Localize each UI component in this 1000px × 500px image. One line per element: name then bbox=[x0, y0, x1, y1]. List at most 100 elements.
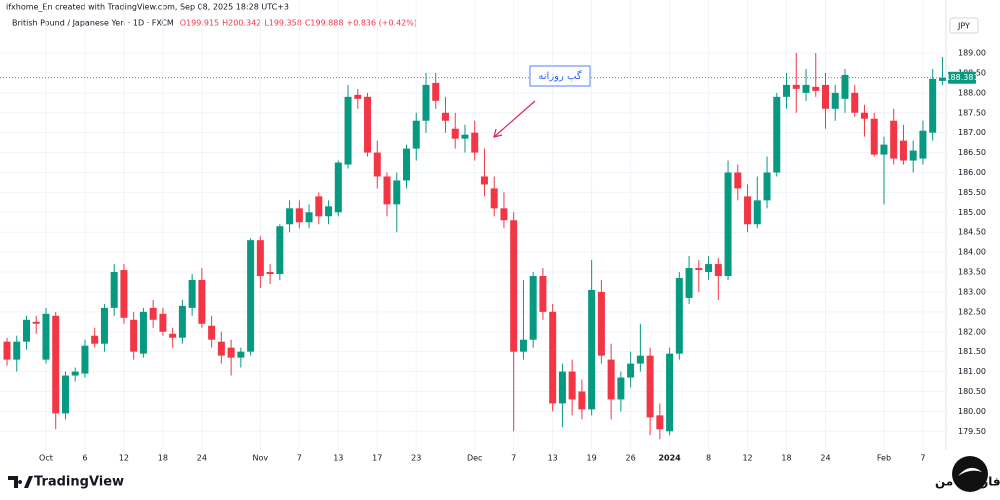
candle-body bbox=[841, 74, 849, 99]
candle-body bbox=[91, 335, 99, 344]
y-tick-label: 187.50 bbox=[958, 108, 986, 117]
candle-body bbox=[539, 276, 547, 312]
candle-body bbox=[929, 78, 937, 133]
candle-body bbox=[130, 319, 138, 352]
candle-body bbox=[42, 313, 50, 360]
candle-body bbox=[471, 132, 479, 153]
last-price-tag bbox=[948, 71, 976, 84]
annotation-text: گپ روزانه bbox=[538, 70, 581, 82]
currency: JPY bbox=[957, 22, 970, 31]
candle-body bbox=[568, 371, 576, 400]
candle-body bbox=[627, 363, 635, 378]
candle-body bbox=[578, 391, 586, 410]
candle-body bbox=[286, 208, 294, 225]
candle-body bbox=[529, 276, 537, 340]
x-tick-label: 2024 bbox=[658, 454, 681, 463]
annotation-arrow bbox=[493, 100, 536, 138]
candle-body bbox=[675, 278, 683, 354]
candle-body bbox=[666, 353, 674, 432]
site-icon-mark bbox=[958, 467, 982, 476]
candle-body bbox=[198, 279, 206, 324]
x-tick-label: 24 bbox=[197, 454, 207, 463]
candle-body bbox=[217, 341, 225, 356]
credit: ifxhome_En created with TradingView.com,… bbox=[6, 3, 289, 12]
x-tick-label: 18 bbox=[158, 454, 168, 463]
candle-body bbox=[276, 226, 284, 275]
x-tick-label: 12 bbox=[119, 454, 129, 463]
x-tick-label: 8 bbox=[706, 454, 711, 463]
candle-body bbox=[139, 311, 147, 354]
y-tick-label: 184.00 bbox=[958, 248, 986, 257]
candle-body bbox=[744, 196, 752, 225]
candle-body bbox=[909, 150, 917, 161]
legend-change: +0.836 (+0.42%) bbox=[346, 19, 417, 28]
candle-body bbox=[831, 92, 839, 109]
candle-body bbox=[188, 279, 196, 308]
candle-body bbox=[685, 268, 693, 298]
y-tick-label: 187.00 bbox=[958, 128, 986, 137]
legend-open: O199.915 bbox=[180, 19, 219, 28]
x-tick-label: 26 bbox=[626, 454, 636, 463]
candle-body bbox=[432, 82, 440, 101]
candle-body bbox=[500, 208, 508, 221]
candle-body bbox=[919, 130, 927, 159]
candle-body bbox=[695, 268, 703, 271]
x-tick-label: 6 bbox=[82, 454, 87, 463]
symbol-legend: British Pound / Japanese Yen · 1D · FXCM… bbox=[12, 19, 417, 28]
y-tick-label: 181.50 bbox=[958, 347, 986, 356]
candle-body bbox=[237, 351, 245, 358]
x-tick-label: 23 bbox=[411, 454, 421, 463]
candle-body bbox=[792, 84, 800, 89]
candle-body bbox=[510, 220, 518, 352]
legend-high: H200.342 bbox=[222, 19, 261, 28]
candle-body bbox=[705, 264, 713, 273]
candle-body bbox=[81, 345, 89, 374]
x-tick-label: 17 bbox=[372, 454, 382, 463]
candle-body bbox=[851, 92, 859, 113]
plot: 179.50 180.00 180.50 181.00 181.50 182.00 182.… bbox=[0, 0, 986, 463]
candle-body bbox=[247, 240, 255, 352]
candle-body bbox=[61, 375, 69, 414]
candle-body bbox=[812, 86, 820, 91]
candle-body bbox=[588, 289, 596, 410]
candle-body bbox=[617, 377, 625, 400]
legend-low: L199.358 bbox=[264, 19, 302, 28]
candle-body bbox=[334, 162, 342, 213]
candle-body bbox=[383, 176, 391, 205]
y-tick-label: 189.00 bbox=[958, 49, 986, 58]
candle-body bbox=[899, 140, 907, 161]
candle-body bbox=[519, 339, 527, 352]
candle-body bbox=[256, 240, 264, 277]
candle-body bbox=[208, 325, 216, 340]
symbol: British Pound / Japanese Yen · 1D · FXCM bbox=[12, 19, 174, 28]
candle-body bbox=[227, 347, 235, 358]
y-tick-label: 182.50 bbox=[958, 307, 986, 316]
x-tick-label: 19 bbox=[587, 454, 597, 463]
y-tick-label: 185.50 bbox=[958, 188, 986, 197]
x-tick-label: 7 bbox=[511, 454, 516, 463]
y-tick-label: 182.00 bbox=[958, 327, 986, 336]
currency-box[interactable] bbox=[949, 17, 979, 34]
x-tick-label: 7 bbox=[920, 454, 925, 463]
candle-body bbox=[724, 172, 732, 277]
y-tick-label: 185.00 bbox=[958, 208, 986, 217]
candle-body bbox=[821, 84, 829, 109]
candle-body bbox=[315, 196, 323, 217]
x-tick-label: 12 bbox=[742, 454, 752, 463]
x-tick-label: Dec bbox=[467, 454, 482, 463]
candle-body bbox=[52, 315, 60, 414]
candle-body bbox=[325, 206, 333, 217]
candle-body bbox=[305, 212, 313, 223]
candle-body bbox=[763, 172, 771, 201]
candle-body bbox=[412, 120, 420, 149]
candle-body bbox=[178, 305, 186, 338]
candle-body bbox=[373, 152, 381, 177]
candle-body bbox=[266, 272, 274, 275]
y-tick-label: 183.50 bbox=[958, 268, 986, 277]
candle-body bbox=[890, 120, 898, 159]
candle-body bbox=[549, 311, 557, 404]
candle-body bbox=[32, 321, 40, 324]
x-tick-label: 13 bbox=[548, 454, 558, 463]
site-icon bbox=[952, 456, 988, 492]
